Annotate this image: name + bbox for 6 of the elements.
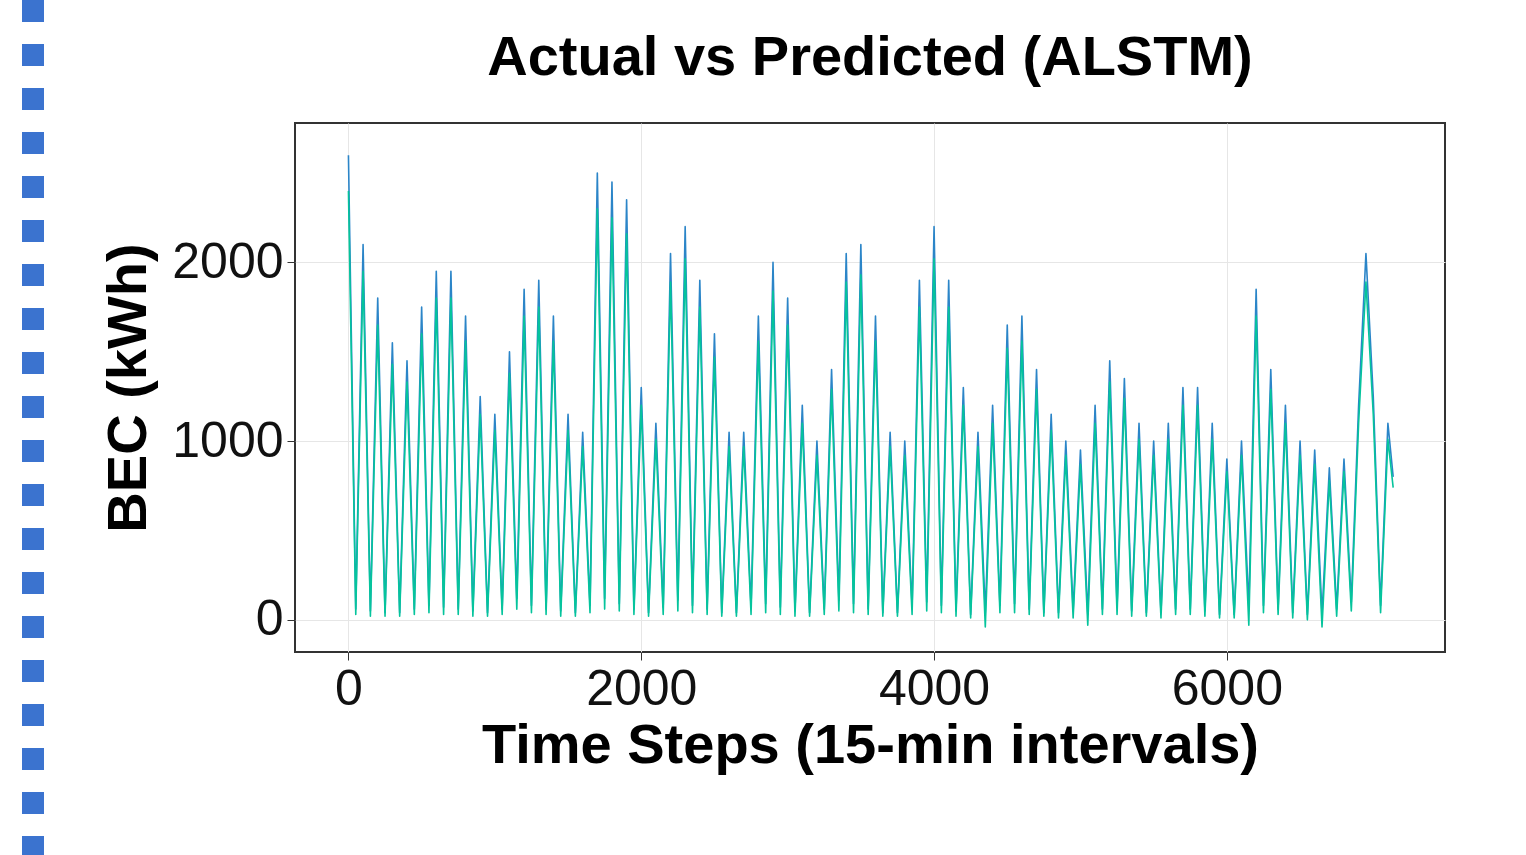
- chart-title: Actual vs Predicted (ALSTM): [487, 24, 1253, 87]
- y-tick-label: 1000: [172, 411, 284, 468]
- y-tick-label: 0: [255, 590, 284, 647]
- y-tick-label: 2000: [172, 232, 284, 289]
- x-tick-label: 0: [335, 659, 363, 716]
- y-axis-title: BEC (kWh): [95, 243, 159, 533]
